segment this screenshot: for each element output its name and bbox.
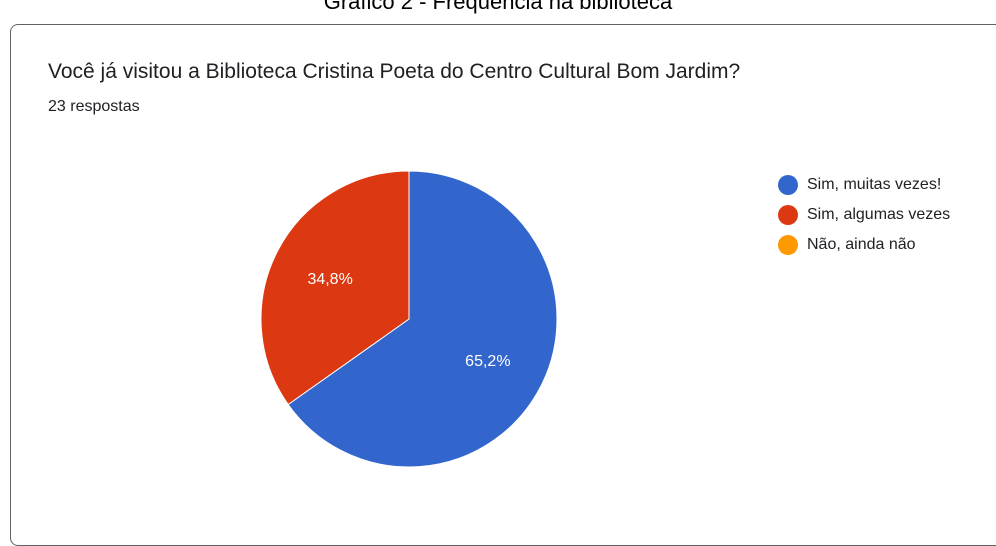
pie-chart: 65,2% 34,8% (260, 170, 558, 468)
pie-slice-0[interactable] (287, 170, 558, 468)
legend-swatch-0 (778, 175, 798, 195)
legend-label-2: Não, ainda não (807, 236, 916, 253)
legend-swatch-2 (778, 235, 798, 255)
legend-swatch-1 (778, 205, 798, 225)
legend-label-0: Sim, muitas vezes! (807, 176, 942, 193)
slice-data-label-1: 34,8% (307, 271, 352, 288)
figure-caption: Gráfico 2 - Frequência na biblioteca (323, 0, 673, 14)
slice-data-label-0: 65,2% (465, 353, 510, 370)
legend-label-1: Sim, algumas vezes (807, 206, 951, 223)
legend-item-1[interactable]: Sim, algumas vezes (778, 200, 950, 230)
chart-legend: Sim, muitas vezes! Sim, algumas vezes Não,… (778, 170, 950, 260)
question-title: Você já visitou a Biblioteca Cristina Po… (48, 60, 741, 83)
pie-slice-1[interactable] (260, 170, 410, 406)
response-count: 23 respostas (48, 98, 140, 115)
legend-item-2[interactable]: Não, ainda não (778, 230, 950, 260)
legend-item-0[interactable]: Sim, muitas vezes! (778, 170, 950, 200)
